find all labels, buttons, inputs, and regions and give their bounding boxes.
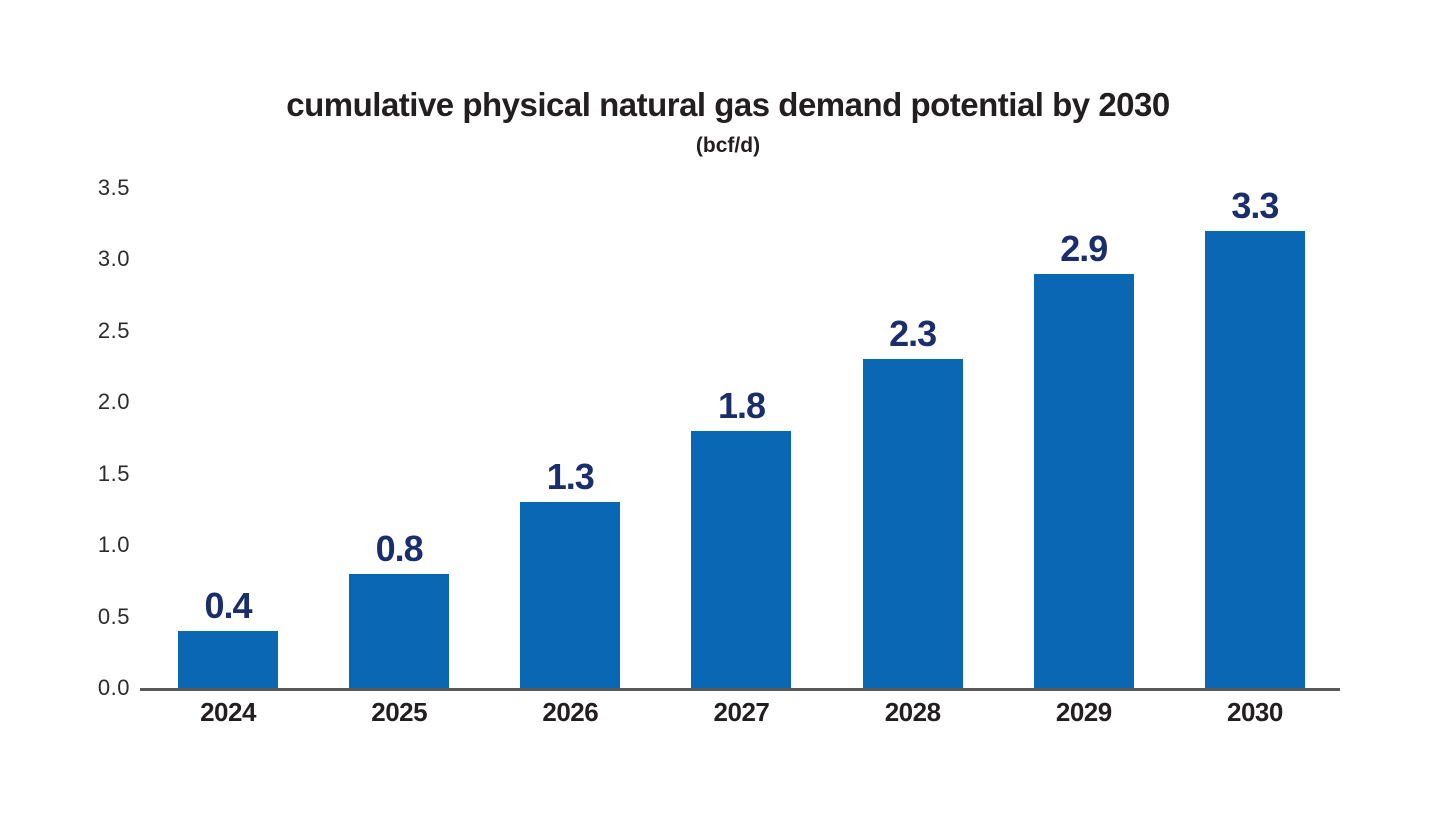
- bar: [862, 359, 963, 688]
- bar-value-label: 0.8: [375, 527, 424, 569]
- bar: [178, 630, 278, 688]
- y-tick-label: 0.5: [97, 603, 130, 629]
- y-tick-label: 2.5: [97, 317, 130, 343]
- bar-group-2029: 2.9: [1033, 188, 1134, 688]
- y-tick-label: 3.5: [97, 175, 130, 200]
- bar-group-2026: 1.3: [520, 188, 621, 688]
- bar-value-label: 2.3: [889, 313, 937, 355]
- y-tick-label: 1.0: [97, 532, 130, 558]
- x-tick-label: 2025: [371, 697, 428, 727]
- bar: [349, 573, 450, 688]
- x-tick-label: 2030: [1227, 697, 1283, 727]
- x-tick-label: 2027: [713, 697, 770, 727]
- bar: [691, 430, 792, 688]
- bar-group-2025: 0.8: [349, 188, 450, 688]
- bar-value-label: 1.8: [717, 384, 766, 426]
- bar-value-label: 3.3: [1231, 185, 1279, 226]
- plot-area: 0.4 0.8 1.3 1.8 2.3 2.9 3.3: [140, 188, 1340, 691]
- y-axis-ticks: 0.0 0.5 1.0 1.5 2.0 2.5 3.0 3.5: [0, 175, 130, 700]
- y-tick-label: 2.0: [97, 389, 130, 415]
- bar-group-2024: 0.4: [178, 188, 278, 688]
- bar: [1033, 273, 1134, 688]
- bar: [520, 502, 621, 688]
- bar-value-label: 2.9: [1060, 227, 1108, 269]
- bars-area: 0.4 0.8 1.3 1.8 2.3 2.9 3.3: [140, 188, 1340, 688]
- x-axis-labels: 2024 2025 2026 2027 2028 2029 2030: [140, 697, 1340, 728]
- bar-value-label: 1.3: [546, 456, 595, 498]
- bar-value-label: 0.4: [204, 584, 252, 626]
- y-tick-label: 0.0: [97, 675, 130, 700]
- bar: [1204, 231, 1305, 688]
- x-tick-label: 2024: [200, 697, 256, 727]
- chart-subtitle: (bcf/d): [695, 134, 761, 157]
- x-tick-label: 2029: [1055, 697, 1112, 727]
- x-tick-label: 2028: [884, 697, 941, 727]
- y-tick-label: 3.0: [97, 246, 130, 272]
- x-tick-label: 2026: [542, 697, 599, 727]
- y-tick-label: 1.5: [97, 460, 130, 486]
- bar-group-2027: 1.8: [691, 188, 792, 688]
- chart-title: cumulative physical natural gas demand p…: [286, 86, 1170, 123]
- bar-group-2030: 3.3: [1204, 185, 1305, 688]
- bar-group-2028: 2.3: [862, 188, 963, 688]
